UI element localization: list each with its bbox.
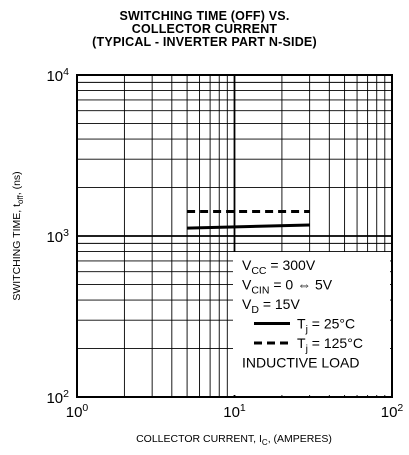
- y-tick-label: 103: [46, 227, 69, 246]
- legend-note: INDUCTIVE LOAD: [242, 355, 359, 371]
- series-line-25c: [187, 225, 310, 228]
- x-tick-label: 101: [223, 402, 246, 421]
- x-axis-label: COLLECTOR CURRENT, IC, (AMPERES): [136, 433, 332, 447]
- y-axis-label: SWITCHING TIME, toff, (ns): [11, 171, 25, 300]
- x-tick-label: 100: [66, 402, 89, 421]
- x-tick-label: 102: [381, 402, 404, 421]
- x-tick-labels: 100 101 102: [66, 402, 404, 421]
- series-lines: [187, 212, 310, 229]
- y-tick-label: 104: [46, 66, 69, 85]
